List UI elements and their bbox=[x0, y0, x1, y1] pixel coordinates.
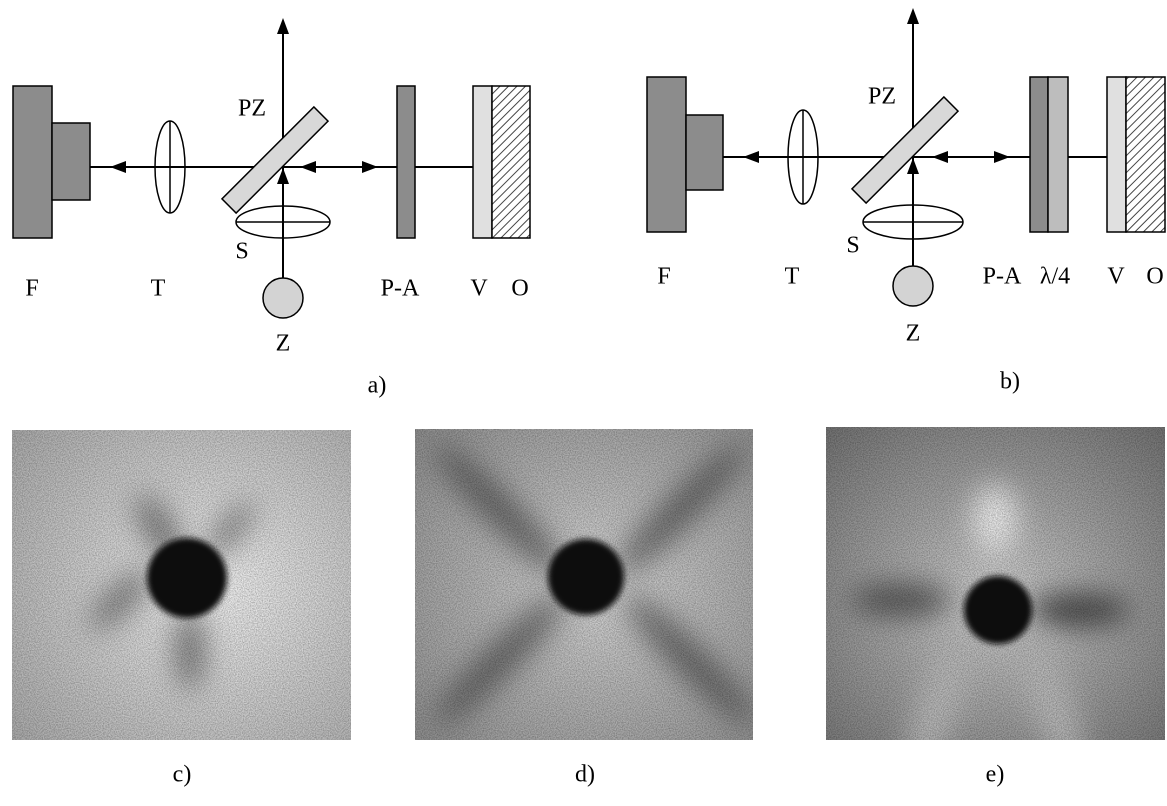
substrate bbox=[492, 86, 530, 238]
label: PZ bbox=[868, 84, 896, 110]
label: T bbox=[151, 276, 166, 302]
polarizer bbox=[397, 86, 415, 238]
photo-d bbox=[415, 429, 765, 740]
label: λ/4 bbox=[1040, 264, 1070, 290]
beam-splitter bbox=[222, 107, 328, 213]
caption: c) bbox=[173, 762, 192, 788]
light-source bbox=[893, 266, 933, 306]
label: S bbox=[235, 239, 248, 265]
label: PZ bbox=[238, 96, 266, 122]
diagram-b: F T PZ S Z P-A λ/4 V O b) bbox=[647, 8, 1165, 395]
arrowhead bbox=[743, 151, 759, 163]
arrowhead bbox=[932, 151, 948, 163]
diagram-a: F T PZ S Z P-A V O a) bbox=[13, 18, 530, 399]
circle bbox=[147, 538, 227, 618]
label: V bbox=[1107, 264, 1125, 290]
polarizer bbox=[1030, 77, 1048, 232]
label: F bbox=[657, 264, 670, 290]
photo-e bbox=[826, 427, 1165, 773]
arrowhead bbox=[994, 151, 1010, 163]
specimen bbox=[1107, 77, 1126, 232]
caption: a) bbox=[368, 373, 387, 399]
label: S bbox=[846, 233, 859, 259]
quarter-wave-plate bbox=[1048, 77, 1068, 232]
arrowhead bbox=[300, 161, 316, 173]
arrowhead bbox=[277, 18, 289, 34]
label: T bbox=[785, 264, 800, 290]
figure: F T PZ S Z P-A V O a) F T bbox=[0, 0, 1167, 801]
light-source bbox=[263, 278, 303, 318]
circle bbox=[964, 576, 1032, 644]
label: Z bbox=[906, 321, 921, 347]
circle bbox=[548, 539, 624, 615]
arrowhead bbox=[110, 161, 126, 173]
substrate bbox=[1126, 77, 1165, 232]
label: O bbox=[1146, 264, 1163, 290]
caption: e) bbox=[986, 762, 1005, 788]
label: V bbox=[470, 276, 488, 302]
page: {"diagram_a": {"caption": "a)", "labels"… bbox=[0, 0, 1167, 801]
arrowhead bbox=[362, 161, 378, 173]
label: O bbox=[511, 276, 528, 302]
arrowhead bbox=[907, 8, 919, 24]
label: Z bbox=[276, 331, 291, 357]
camera-lens bbox=[686, 115, 723, 190]
beam-splitter bbox=[852, 97, 958, 203]
caption: b) bbox=[1000, 369, 1020, 395]
label: F bbox=[25, 276, 38, 302]
caption: d) bbox=[575, 762, 595, 788]
specimen bbox=[473, 86, 492, 238]
camera-body bbox=[13, 86, 52, 238]
label: P-A bbox=[381, 276, 420, 302]
camera-body bbox=[647, 77, 686, 232]
label: P-A bbox=[983, 264, 1022, 290]
photo-c bbox=[12, 430, 351, 740]
camera-lens bbox=[52, 123, 90, 200]
